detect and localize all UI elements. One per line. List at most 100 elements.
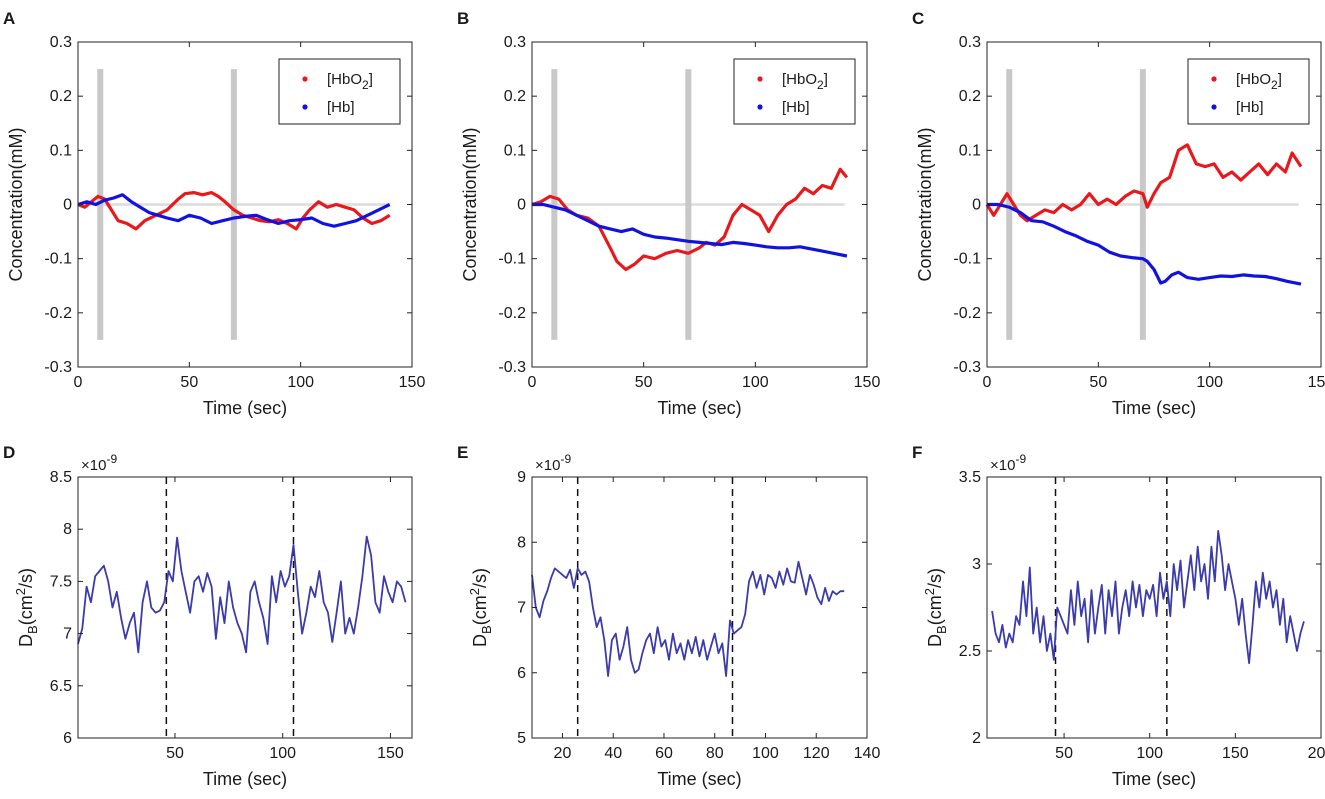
series-db_line-line [991, 530, 1305, 665]
y-tick-label: 5 [517, 730, 526, 747]
y-tick-label: 0.1 [959, 142, 981, 159]
y-tick-label: 3.5 [959, 469, 981, 486]
x-tick-label: 80 [706, 745, 724, 762]
panel-letter: F [912, 443, 922, 462]
y-axis-title-end: /s) [470, 568, 490, 588]
legend: [HbO2] [Hb] [733, 58, 856, 125]
y-tick-label: 7 [517, 600, 526, 617]
panel-e: E 20 40 60 80 100 120 140 5 6 7 8 9 Time (sec) DB(cm2/… [457, 443, 880, 789]
x-tick-label: 100 [742, 374, 769, 391]
legend-entry-text: [Hb] [1236, 99, 1264, 116]
x-tick-label: 50 [180, 374, 198, 391]
y-tick-label: 6 [63, 730, 72, 747]
y-tick-label: 0.3 [50, 34, 72, 51]
legend-subscript: 2 [362, 78, 369, 92]
y-axis-title-base: D [16, 634, 36, 647]
series-hb-line [532, 202, 848, 258]
x-tick-label: 50 [1055, 745, 1073, 762]
x-axis-title: Time (sec) [657, 398, 741, 418]
legend: [HbO2] [Hb] [1187, 58, 1310, 125]
y-tick-label: 6.5 [50, 678, 72, 695]
x-tick-label: 40 [604, 745, 622, 762]
exponent-label: ×10-9 [535, 452, 571, 474]
x-tick-label: 0 [74, 374, 83, 391]
y-axis-title-sub: B [25, 625, 40, 634]
x-tick-label: 100 [752, 745, 779, 762]
y-tick-label: 9 [517, 469, 526, 486]
legend-entry-text: [Hb] [782, 99, 810, 116]
x-tick-label: 20 [554, 745, 572, 762]
y-tick-label: 7 [63, 626, 72, 643]
legend-subscript: 2 [817, 78, 824, 92]
y-axis-title: Concentration(mM) [460, 127, 480, 281]
legend-entry-text: [Hb] [327, 99, 355, 116]
y-axis-title-mid: (cm [470, 595, 490, 625]
exponent-power: -9 [106, 452, 117, 466]
exponent-base: ×10 [81, 457, 106, 474]
y-tick-label: 2.5 [959, 643, 981, 660]
x-tick-label: 150 [854, 374, 881, 391]
legend: [HbO2] [Hb] [278, 58, 401, 125]
y-axis-title-base: D [470, 634, 490, 647]
panel-letter: B [457, 9, 469, 28]
x-tick-label: 100 [1196, 374, 1223, 391]
legend-marker [1211, 104, 1217, 110]
x-axis-title: Time (sec) [203, 398, 287, 418]
legend-entry-text: [HbO [327, 71, 362, 88]
y-tick-label: 0.3 [959, 34, 981, 51]
y-tick-label: 0.3 [504, 34, 526, 51]
y-tick-label: -0.1 [498, 251, 526, 268]
y-tick-label: 0 [517, 197, 526, 214]
legend-close: ] [1278, 71, 1282, 88]
legend-entry: [HbO2] [327, 71, 373, 92]
legend-marker [1211, 76, 1217, 82]
y-axis-title-sup: 2 [13, 588, 28, 595]
y-tick-label: 0.2 [959, 88, 981, 105]
legend-box [1187, 58, 1310, 125]
exponent-base: ×10 [990, 457, 1015, 474]
x-tick-label: 120 [803, 745, 830, 762]
x-tick-label: 50 [1089, 374, 1107, 391]
y-tick-label: 7.5 [50, 573, 72, 590]
x-tick-label: 50 [635, 374, 653, 391]
x-axis-title: Time (sec) [657, 769, 741, 789]
x-tick-label: 50 [166, 745, 184, 762]
series-hb-line [987, 202, 1302, 286]
y-tick-label: 0.1 [504, 142, 526, 159]
y-axis-title: DB(cm2/s) [467, 568, 494, 647]
series-db_line-line [531, 560, 845, 677]
exponent-label: ×10-9 [81, 452, 117, 474]
y-tick-label: -0.2 [498, 305, 526, 322]
y-axis-title-mid: (cm [16, 595, 36, 625]
legend-entry: [HbO2] [1236, 71, 1282, 92]
panel-letter: C [912, 9, 924, 28]
y-tick-label: -0.1 [953, 251, 981, 268]
y-tick-label: -0.3 [498, 359, 526, 376]
legend-subscript: 2 [1271, 78, 1278, 92]
x-axis-title: Time (sec) [203, 769, 287, 789]
legend-entry: [Hb] [782, 99, 810, 116]
y-tick-label: -0.2 [953, 305, 981, 322]
exponent-label: ×10-9 [990, 452, 1026, 474]
legend-entry: [Hb] [327, 99, 355, 116]
y-tick-label: 0.2 [50, 88, 72, 105]
y-axis-title: DB(cm2/s) [922, 568, 949, 647]
y-tick-label: 0.2 [504, 88, 526, 105]
legend-marker [302, 104, 308, 110]
y-tick-label: 0 [63, 197, 72, 214]
legend-marker [757, 76, 763, 82]
y-axis-title-base: D [925, 634, 945, 647]
y-tick-label: 2 [972, 730, 981, 747]
y-tick-label: -0.3 [953, 359, 981, 376]
series-hbo2-line [531, 167, 849, 272]
exponent-power: -9 [1015, 452, 1026, 466]
y-axis-title-end: /s) [925, 568, 945, 588]
x-tick-label: 150 [1308, 374, 1325, 391]
series-hb-line [77, 193, 391, 228]
legend-marker [757, 104, 763, 110]
y-axis-title: DB(cm2/s) [13, 568, 40, 647]
x-tick-label: 150 [377, 745, 404, 762]
y-tick-label: 3 [972, 556, 981, 573]
